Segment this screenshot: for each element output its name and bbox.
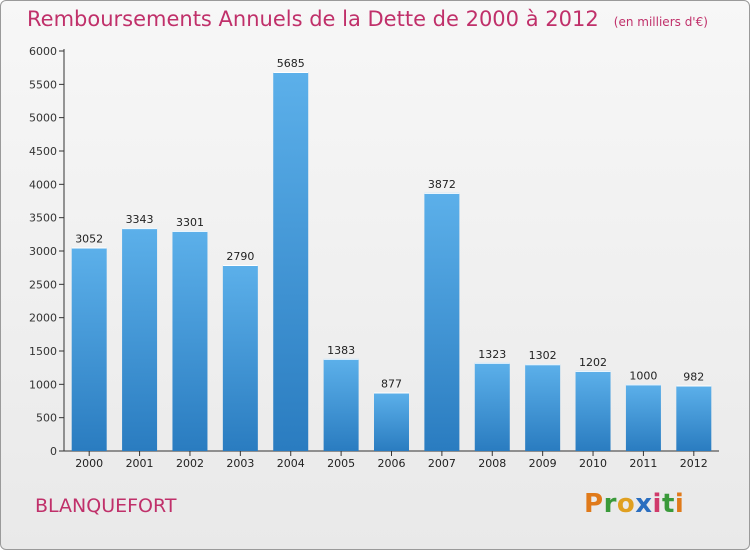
x-tick-label: 2001 <box>126 457 154 470</box>
bar <box>676 385 712 451</box>
bar-value-label: 3301 <box>176 216 204 229</box>
proxiti-logo: Proxiti <box>584 489 684 519</box>
y-tick-label: 0 <box>50 445 57 458</box>
bar <box>71 247 107 451</box>
y-tick-label: 3000 <box>29 245 57 258</box>
bar <box>222 265 258 451</box>
chart-title: Remboursements Annuels de la Dette de 20… <box>27 7 599 31</box>
x-tick-label: 2012 <box>680 457 708 470</box>
bar <box>122 228 158 451</box>
x-tick-label: 2004 <box>277 457 305 470</box>
bar <box>424 192 460 451</box>
x-tick-label: 2010 <box>579 457 607 470</box>
logo-letter: o <box>616 489 636 519</box>
x-tick-label: 2000 <box>75 457 103 470</box>
bar <box>273 72 309 451</box>
x-tick-label: 2011 <box>629 457 657 470</box>
y-tick-label: 3500 <box>29 212 57 225</box>
x-tick-label: 2007 <box>428 457 456 470</box>
bar-value-label: 3052 <box>75 233 103 246</box>
bar-value-label: 1323 <box>478 348 506 361</box>
y-tick-label: 6000 <box>29 45 57 58</box>
bar <box>172 230 208 451</box>
bar-value-label: 1302 <box>529 349 557 362</box>
bar-value-label: 877 <box>381 378 402 391</box>
y-tick-label: 4500 <box>29 145 57 158</box>
bar-value-label: 3872 <box>428 178 456 191</box>
x-tick-label: 2006 <box>378 457 406 470</box>
logo-letter: i <box>674 489 685 519</box>
y-tick-label: 1000 <box>29 378 57 391</box>
commune-name: BLANQUEFORT <box>35 495 177 517</box>
bar <box>575 370 611 451</box>
bar <box>625 384 661 451</box>
chart-title-row: Remboursements Annuels de la Dette de 20… <box>27 7 708 31</box>
bar-value-label: 2790 <box>226 250 254 263</box>
y-tick-label: 2000 <box>29 312 57 325</box>
bar-value-label: 982 <box>683 371 704 384</box>
logo-letter: i <box>652 489 662 519</box>
y-tick-label: 5500 <box>29 78 57 91</box>
bar <box>323 358 359 451</box>
bar-value-label: 3343 <box>126 213 154 226</box>
bar-value-label: 1202 <box>579 356 607 369</box>
bar-value-label: 1000 <box>629 369 657 382</box>
y-tick-label: 500 <box>36 412 57 425</box>
x-tick-label: 2003 <box>226 457 254 470</box>
logo-letter: t <box>661 489 675 519</box>
bar-value-label: 5685 <box>277 57 305 70</box>
logo-letter: r <box>603 489 617 519</box>
x-tick-label: 2005 <box>327 457 355 470</box>
bar <box>374 392 409 451</box>
logo-letter: P <box>584 489 604 519</box>
x-tick-label: 2002 <box>176 457 204 470</box>
x-tick-label: 2009 <box>529 457 557 470</box>
chart-subtitle: (en milliers d'€) <box>613 15 708 29</box>
y-tick-label: 5000 <box>29 112 57 125</box>
bar <box>525 364 561 451</box>
y-tick-label: 4000 <box>29 178 57 191</box>
x-tick-label: 2008 <box>478 457 506 470</box>
bar <box>474 362 510 451</box>
logo-letter: x <box>635 489 653 519</box>
y-tick-label: 1500 <box>29 345 57 358</box>
bar-value-label: 1383 <box>327 344 355 357</box>
y-tick-label: 2500 <box>29 278 57 291</box>
